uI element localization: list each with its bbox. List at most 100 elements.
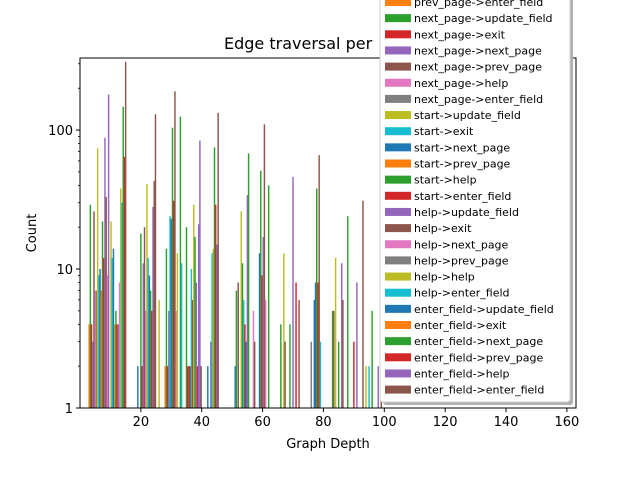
bar-16 xyxy=(107,94,110,408)
bar-45 xyxy=(164,366,166,408)
bar-89 xyxy=(252,310,255,408)
bar-117 xyxy=(342,299,344,408)
legend-swatch-5 xyxy=(385,78,411,87)
legend-label-11: start->help xyxy=(414,174,477,187)
legend-swatch-3 xyxy=(385,46,411,55)
legend-swatch-22 xyxy=(385,353,411,362)
legend: prev_page->enter_field next_page->update_… xyxy=(379,0,573,405)
legend-swatch-2 xyxy=(385,30,411,39)
bar-2 xyxy=(90,324,93,408)
legend-label-24: enter_field->enter_field xyxy=(414,384,544,397)
legend-label-10: start->prev_page xyxy=(414,158,511,171)
bar-82 xyxy=(240,211,242,408)
bar-24 xyxy=(118,282,121,408)
bar-47 xyxy=(166,366,169,408)
bar-53 xyxy=(174,91,176,408)
legend-label-21: enter_field->next_page xyxy=(414,335,543,348)
legend-swatch-15 xyxy=(385,240,411,249)
bar-104 xyxy=(298,299,300,408)
axes-frame xyxy=(79,57,577,409)
bar-31 xyxy=(140,233,142,408)
bar-0 xyxy=(88,324,90,408)
bar-1 xyxy=(89,204,92,408)
bar-80 xyxy=(235,290,238,408)
bar-55 xyxy=(176,253,179,408)
bar-85 xyxy=(244,324,246,408)
bar-78 xyxy=(217,112,219,408)
bar-15 xyxy=(106,275,109,408)
bar-122 xyxy=(365,366,367,408)
bar-58 xyxy=(185,227,188,408)
bar-65 xyxy=(194,237,196,408)
bar-48 xyxy=(168,310,170,408)
bar-61 xyxy=(189,366,191,408)
bar-115 xyxy=(337,341,340,408)
legend-label-22: enter_field->prev_page xyxy=(414,351,544,364)
bar-72 xyxy=(210,341,212,408)
bar-95 xyxy=(263,124,266,408)
bar-8 xyxy=(98,275,100,408)
x-tick-label-20: 20 xyxy=(133,415,150,430)
bar-66 xyxy=(195,282,197,408)
legend-swatch-0 xyxy=(385,0,411,6)
x-tick-label-60: 60 xyxy=(254,415,271,430)
legend-swatch-6 xyxy=(385,94,411,103)
bar-99 xyxy=(283,253,285,408)
legend-swatch-11 xyxy=(385,175,411,184)
bar-7 xyxy=(96,148,99,409)
bar-68 xyxy=(197,224,200,408)
bar-71 xyxy=(207,366,209,408)
legend-swatch-7 xyxy=(385,111,411,120)
x-tick-label-160: 160 xyxy=(554,415,579,430)
bar-114 xyxy=(334,258,337,408)
bar-94 xyxy=(262,237,264,408)
bar-73 xyxy=(211,253,213,408)
legend-swatch-1 xyxy=(385,14,411,23)
bar-106 xyxy=(313,299,316,408)
bar-109 xyxy=(317,282,319,408)
bar-105 xyxy=(310,341,312,408)
bar-4 xyxy=(93,211,95,408)
legend-label-23: enter_field->help xyxy=(414,367,510,380)
bar-54 xyxy=(175,310,177,408)
bar-86 xyxy=(245,341,247,408)
bar-79 xyxy=(234,366,236,408)
bar-56 xyxy=(179,116,182,408)
legend-label-7: start->update_field xyxy=(414,109,521,122)
bar-37 xyxy=(147,258,149,408)
bar-74 xyxy=(212,248,215,408)
y-tick-label-100: 100 xyxy=(48,124,73,139)
bar-83 xyxy=(241,263,244,408)
bar-97 xyxy=(267,185,270,408)
legend-swatch-23 xyxy=(385,369,411,378)
bar-84 xyxy=(242,299,245,408)
legend-label-3: next_page->next_page xyxy=(414,44,542,57)
bar-43 xyxy=(154,114,157,408)
legend-swatch-16 xyxy=(385,256,411,265)
bar-88 xyxy=(247,153,250,408)
bar-113 xyxy=(333,310,335,408)
legend-label-19: enter_field->update_field xyxy=(414,303,554,316)
plot-area xyxy=(88,61,382,409)
bar-108 xyxy=(316,188,318,408)
bar-96 xyxy=(264,299,267,408)
bar-111 xyxy=(319,341,322,408)
bar-76 xyxy=(214,204,217,408)
bar-123 xyxy=(368,366,370,408)
bar-100 xyxy=(284,341,286,408)
bar-120 xyxy=(356,282,358,408)
bar-6 xyxy=(95,290,98,408)
legend-swatch-20 xyxy=(385,321,411,329)
bar-46 xyxy=(165,248,168,408)
bar-118 xyxy=(347,216,349,408)
legend-label-18: help->enter_field xyxy=(414,287,510,300)
bar-101 xyxy=(289,324,291,408)
legend-label-0: prev_page->enter_field xyxy=(414,0,543,9)
bar-19 xyxy=(112,248,115,408)
legend-swatch-17 xyxy=(385,272,411,281)
legend-swatch-14 xyxy=(385,224,411,233)
bar-125 xyxy=(377,366,379,408)
bar-23 xyxy=(117,324,120,408)
